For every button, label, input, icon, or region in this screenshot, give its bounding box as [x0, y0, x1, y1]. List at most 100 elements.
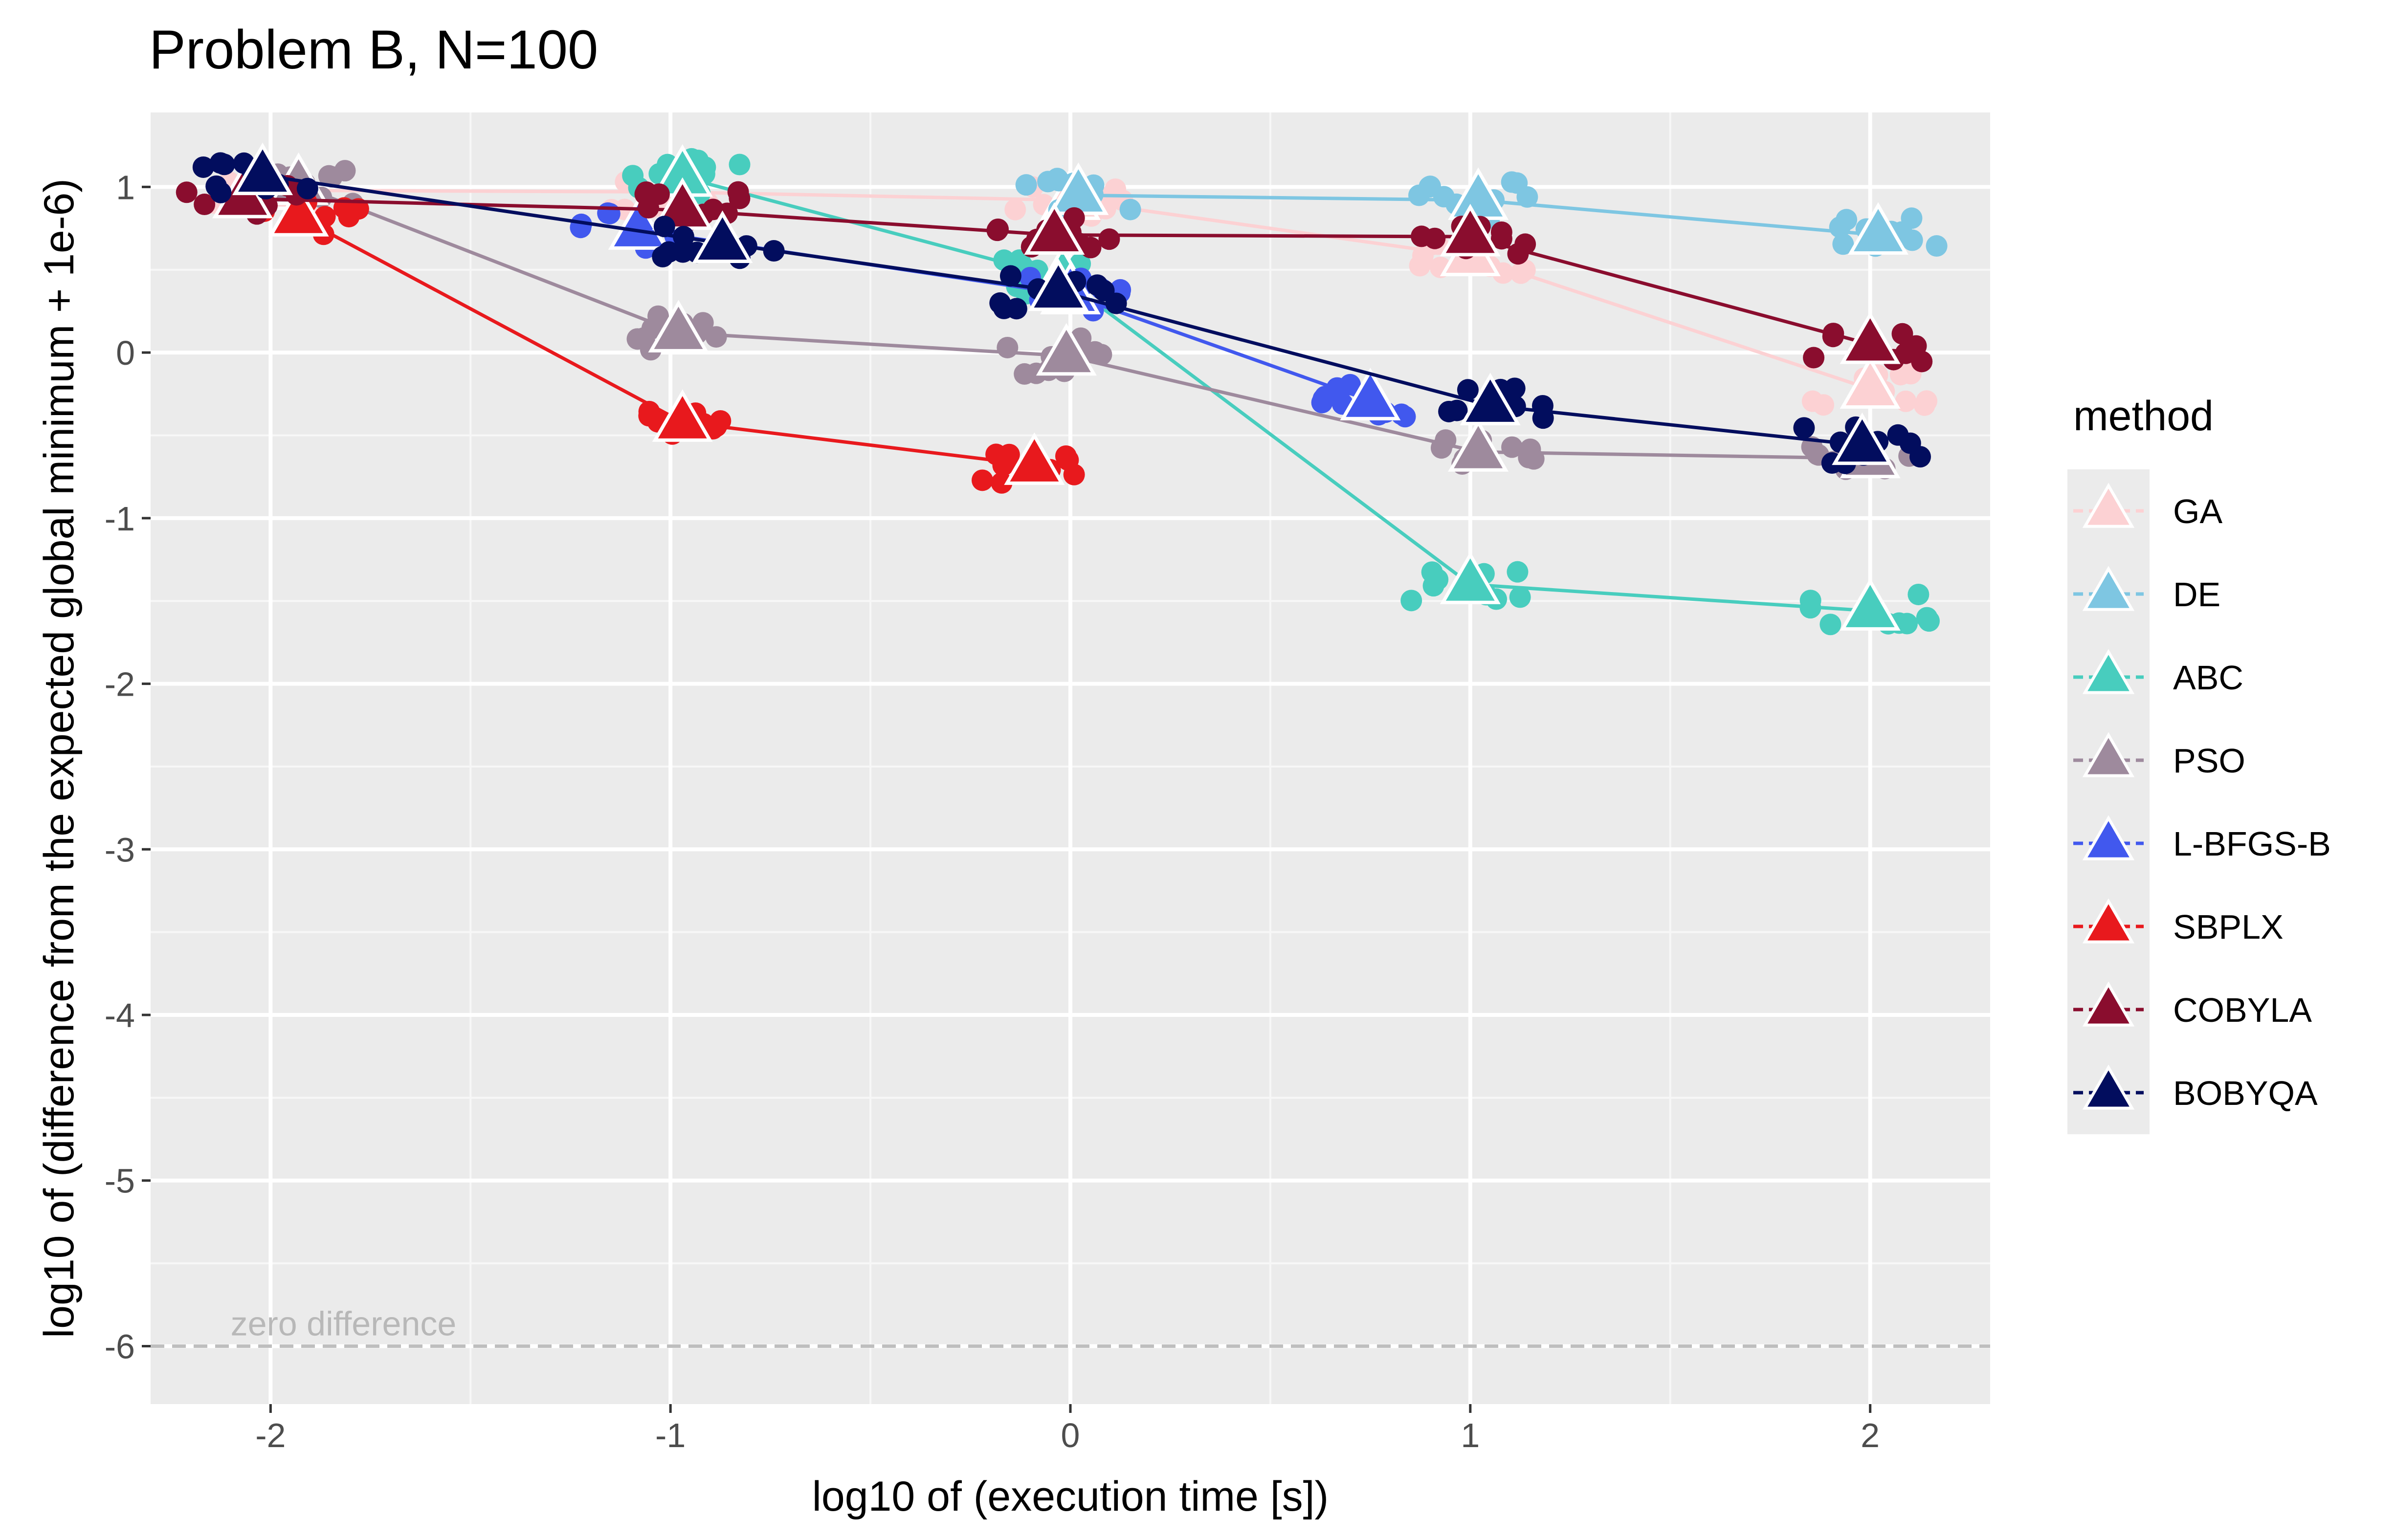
y-tick-label: -2: [105, 665, 135, 704]
data-point: [597, 202, 619, 224]
data-point: [1514, 259, 1536, 281]
mean-marker: [1840, 311, 1901, 364]
data-point: [1057, 449, 1079, 471]
data-point: [1506, 172, 1528, 194]
y-axis-title: log10 of (difference from the expected g…: [36, 178, 83, 1338]
data-point: [1084, 341, 1106, 363]
mean-marker: [1028, 258, 1089, 311]
data-point: [993, 297, 1015, 319]
data-point: [338, 206, 360, 228]
data-point: [997, 336, 1019, 358]
data-series: [176, 142, 1948, 636]
legend-key-marker: [2082, 732, 2135, 777]
data-point: [763, 240, 785, 262]
data-point: [1507, 243, 1529, 265]
legend-title: method: [2073, 393, 2214, 440]
legend: method GA DE ABC PSO L-BFGS-B SBPLX COBYLA BOBY…: [2067, 393, 2331, 1134]
data-point: [1911, 351, 1933, 373]
data-point: [1408, 184, 1430, 206]
mean-marker: [232, 142, 293, 196]
data-point: [1501, 436, 1523, 458]
data-point: [1080, 237, 1102, 259]
data-point: [210, 181, 232, 203]
data-point: [318, 165, 340, 187]
y-tick-label: -5: [105, 1162, 135, 1200]
data-point: [1908, 583, 1930, 605]
data-point: [971, 469, 993, 491]
x-tick-label: -1: [655, 1416, 686, 1454]
series-cobyla: [176, 165, 1933, 373]
data-point: [1438, 400, 1460, 422]
mean-marker: [1024, 202, 1085, 255]
mean-marker: [268, 184, 329, 237]
legend-label: SBPLX: [2173, 908, 2284, 946]
data-point: [1832, 233, 1854, 255]
data-point: [1424, 227, 1446, 249]
data-point: [705, 326, 727, 348]
reference-line-group: zero difference: [151, 1304, 1990, 1348]
data-point: [1887, 424, 1909, 446]
data-point: [729, 154, 751, 176]
data-point: [1004, 198, 1026, 220]
data-point: [672, 241, 694, 263]
x-tick-label: -2: [255, 1416, 286, 1454]
data-point: [648, 183, 670, 205]
data-point: [1822, 323, 1844, 345]
mean-marker: [1840, 356, 1901, 409]
legend-key-marker: [2082, 483, 2135, 528]
legend-label: PSO: [2173, 742, 2245, 780]
series-bobyqa: [192, 142, 1931, 474]
mean-marker: [1036, 323, 1097, 376]
data-point: [672, 226, 694, 248]
data-point: [1916, 607, 1938, 629]
data-point: [1490, 228, 1512, 250]
legend-label: BOBYQA: [2173, 1074, 2318, 1112]
y-axis: -6 -5 -4 -3 -2 -1 0 1: [105, 168, 151, 1365]
data-point: [1098, 228, 1120, 250]
data-point: [1793, 417, 1815, 439]
data-point: [991, 472, 1013, 494]
y-tick-label: -3: [105, 831, 135, 869]
data-point: [176, 181, 198, 203]
mean-marker: [1440, 203, 1501, 257]
legend-label: COBYLA: [2173, 991, 2312, 1029]
legend-key-marker: [2082, 898, 2135, 944]
data-point: [1509, 586, 1531, 608]
data-point: [1086, 274, 1108, 296]
x-tick-label: 1: [1461, 1416, 1480, 1454]
reference-line-label: zero difference: [231, 1304, 457, 1342]
legend-label: ABC: [2173, 659, 2243, 697]
mean-marker: [1004, 432, 1065, 485]
mean-marker: [692, 210, 753, 263]
data-point: [1063, 207, 1085, 229]
mean-marker: [648, 300, 709, 352]
chart-title: Problem B, N=100: [149, 19, 598, 80]
x-axis: -2 -1 0 1 2: [255, 1404, 1880, 1454]
legend-key-marker: [2082, 649, 2135, 694]
mean-marker: [1832, 412, 1893, 465]
data-point: [209, 152, 231, 174]
data-point: [633, 327, 655, 349]
x-axis-title: log10 of (execution time [s]): [812, 1473, 1329, 1520]
data-point: [1421, 561, 1443, 583]
legend-key-marker: [2082, 566, 2135, 611]
data-point: [1813, 394, 1835, 416]
mean-marker: [608, 197, 669, 250]
mean-marker: [1840, 578, 1901, 631]
data-point: [1799, 590, 1821, 612]
y-tick-label: 0: [116, 334, 135, 372]
legend-label: L-BFGS-B: [2173, 825, 2331, 863]
legend-label: GA: [2173, 492, 2222, 530]
legend-key-marker: [2082, 981, 2135, 1027]
data-point: [1895, 390, 1917, 412]
data-point: [653, 216, 675, 238]
legend-key-marker: [2082, 1064, 2135, 1110]
x-tick-label: 2: [1861, 1416, 1880, 1454]
data-point: [1435, 429, 1457, 451]
mean-marker: [1460, 373, 1521, 425]
data-point: [1507, 561, 1529, 583]
data-point: [638, 405, 660, 427]
data-point: [647, 305, 669, 327]
data-point: [1829, 216, 1851, 238]
